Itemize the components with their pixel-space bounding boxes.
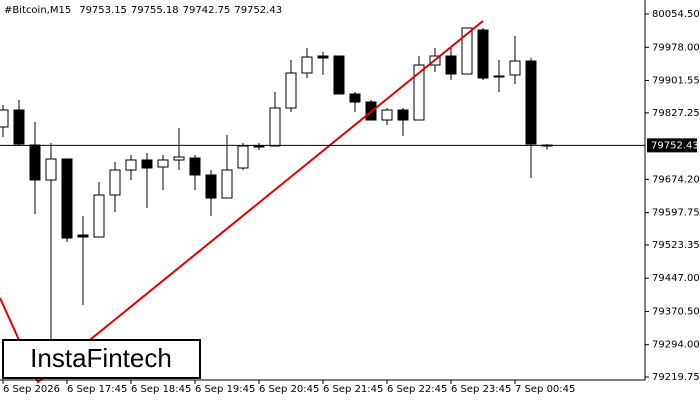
x-tick-label: 6 Sep 20:45 <box>259 384 319 395</box>
y-tick-label: 79523.35 <box>652 240 700 251</box>
trend-line <box>0 20 484 384</box>
candle-body <box>413 64 425 121</box>
header-close: 79752.43 <box>234 5 282 16</box>
y-tick-label: 79978.00 <box>652 42 700 53</box>
candle-body <box>301 56 313 74</box>
candle-body <box>445 55 457 75</box>
candle-body <box>125 159 137 171</box>
candle-body <box>13 109 25 145</box>
watermark: InstaFintech <box>30 343 172 373</box>
x-tick-label: 6 Sep 18:45 <box>131 384 191 395</box>
x-tick-label: 6 Sep 19:45 <box>195 384 255 395</box>
candle-body <box>189 157 201 176</box>
candle-body <box>269 107 281 147</box>
x-tick-label: 6 Sep 2026 <box>3 384 60 395</box>
candle-body <box>45 158 57 181</box>
candle-body <box>349 93 361 103</box>
candle-body <box>109 169 121 196</box>
price-label: 79752.43 <box>651 140 699 151</box>
candle-body <box>397 109 409 121</box>
candle-body <box>221 169 233 199</box>
y-tick-label: 79447.00 <box>652 273 700 284</box>
candle-body <box>205 174 217 199</box>
candle-body <box>173 156 185 161</box>
y-tick-label: 79674.20 <box>652 174 700 185</box>
candle-body <box>317 55 329 59</box>
candle-body <box>237 145 249 169</box>
candle-body <box>141 159 153 169</box>
candle-body <box>253 145 265 148</box>
candle-body <box>461 27 473 75</box>
title: #Bitcoin,M15 <box>4 5 71 16</box>
x-tick-label: 6 Sep 22:45 <box>387 384 447 395</box>
price-label-box <box>647 138 697 153</box>
candle-body <box>381 109 393 121</box>
y-tick-label: 80054.50 <box>652 9 700 20</box>
candle-body <box>509 60 521 76</box>
candle-body <box>525 60 537 145</box>
candle-body <box>285 72 297 109</box>
candle-body <box>157 159 169 168</box>
candle-body <box>477 29 489 79</box>
plot-area <box>0 27 553 375</box>
header-open: 79753.15 <box>79 5 127 16</box>
candle-body <box>93 194 105 238</box>
y-tick-label: 79370.50 <box>652 306 700 317</box>
x-tick-label: 6 Sep 17:45 <box>67 384 127 395</box>
candle-body <box>493 75 505 78</box>
candle-body <box>333 55 345 95</box>
y-tick-label: 79901.55 <box>652 76 700 87</box>
candle-body <box>77 234 89 238</box>
candle-body <box>0 109 9 128</box>
y-tick-label: 79219.75 <box>652 372 700 383</box>
y-tick-label: 79597.75 <box>652 208 700 219</box>
watermark-box <box>2 339 201 379</box>
x-tick-label: 6 Sep 23:45 <box>451 384 511 395</box>
y-tick-label: 79827.25 <box>652 108 700 119</box>
header-high: 79755.18 <box>131 5 179 16</box>
header: #Bitcoin,M15 79753.15 79755.18 79742.75 7975… <box>4 5 282 16</box>
candle-body <box>29 144 41 181</box>
y-tick-label: 79294.00 <box>652 340 700 351</box>
x-tick-label: 6 Sep 21:45 <box>323 384 383 395</box>
candle-body <box>61 158 73 239</box>
x-tick-label: 7 Sep 00:45 <box>515 384 575 395</box>
header-low: 79742.75 <box>183 5 231 16</box>
